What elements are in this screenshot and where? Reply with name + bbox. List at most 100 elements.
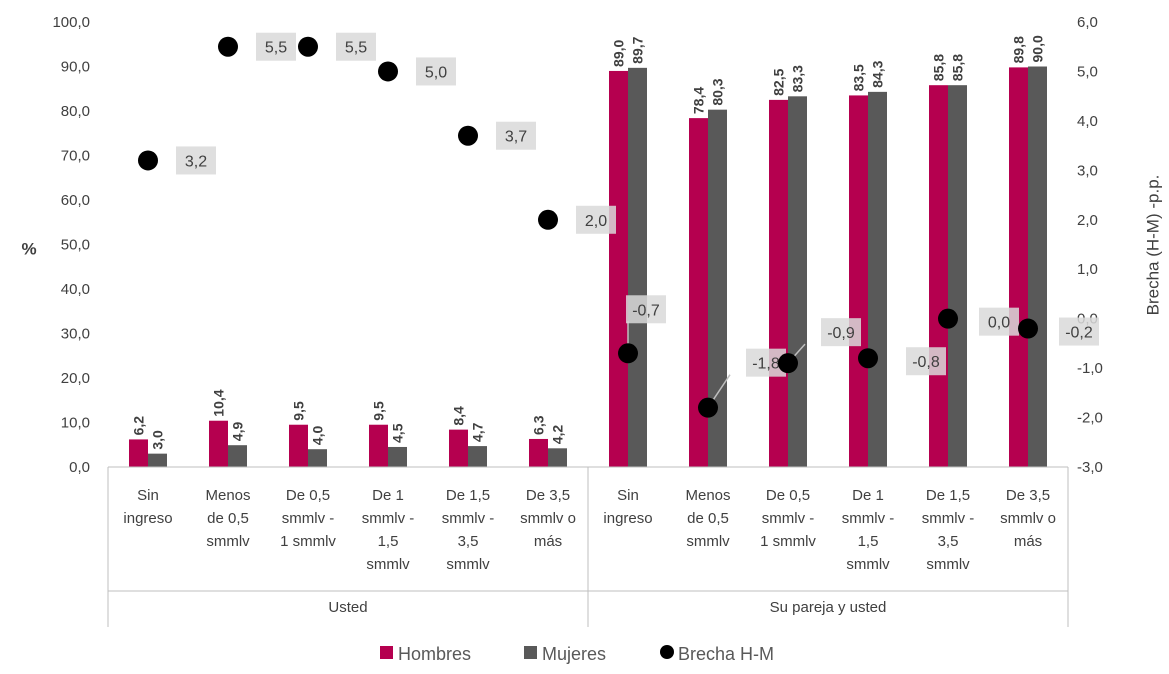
y-tick-left: 30,0 <box>61 326 90 343</box>
gap-point <box>138 150 158 171</box>
gap-label-box <box>496 121 536 150</box>
legend-swatch-brecha <box>660 645 674 659</box>
gap-point <box>938 308 958 329</box>
legend-label: Hombres <box>398 644 471 664</box>
bar-value-label: 84,3 <box>870 60 886 87</box>
y-tick-left: 50,0 <box>61 237 90 254</box>
gap-value-label: -0,2 <box>1065 325 1093 342</box>
category-label: Sin ingreso <box>123 487 172 527</box>
category-label: De 1,5 smmlv -3,5 smmlv <box>922 487 975 573</box>
bar-value-label: 4,7 <box>470 422 486 442</box>
y-tick-right: 5,0 <box>1077 63 1098 80</box>
bar-value-label: 4,2 <box>550 425 566 445</box>
gap-point <box>778 353 798 374</box>
bar-hombres <box>289 424 308 467</box>
gap-point <box>858 348 878 369</box>
gap-value-label: 5,5 <box>265 40 287 57</box>
y-tick-right: -1,0 <box>1077 360 1103 377</box>
bar-value-label: 80,3 <box>710 78 726 105</box>
gap-point <box>218 36 238 57</box>
y-tick-left: 0,0 <box>69 459 90 476</box>
gap-label-box <box>626 295 666 324</box>
bar-hombres <box>449 429 468 467</box>
gap-label-box <box>821 318 861 347</box>
bar-value-label: 10,4 <box>211 389 227 416</box>
bar-value-label: 89,7 <box>630 36 646 63</box>
category-label: Menos de 0,5 smmlv <box>205 487 250 550</box>
bar-value-label: 89,8 <box>1011 36 1027 63</box>
bar-value-label: 83,3 <box>790 65 806 92</box>
gap-label-box <box>336 32 376 61</box>
y-tick-left: 60,0 <box>61 192 90 209</box>
bar-value-label: 78,4 <box>691 87 707 114</box>
bar-value-label: 6,2 <box>131 416 147 436</box>
y-tick-right: 6,0 <box>1077 14 1098 31</box>
bar-value-label: 6,3 <box>531 415 547 435</box>
category-label: De 0,5 smmlv -1 smmlv <box>280 487 336 550</box>
y-tick-left: 40,0 <box>61 281 90 298</box>
y-axis-right-label: Brecha (H-M) -p.p. <box>1143 175 1162 316</box>
bar-hombres <box>209 420 228 467</box>
gap-point <box>618 343 638 364</box>
bar-mujeres <box>468 446 487 467</box>
bar-mujeres <box>548 448 567 467</box>
bar-value-label: 9,5 <box>371 401 387 421</box>
bar-hombres <box>529 438 548 467</box>
group-label: Usted <box>328 599 367 616</box>
y-tick-right: -3,0 <box>1077 459 1103 476</box>
bar-value-label: 8,4 <box>451 406 467 426</box>
category-label: De 1,5 smmlv -3,5 smmlv <box>442 487 495 573</box>
bar-mujeres <box>868 91 887 468</box>
bar-mujeres <box>388 446 407 467</box>
bar-value-label: 90,0 <box>1030 35 1046 62</box>
gap-label-box <box>176 146 216 175</box>
y-tick-right: 3,0 <box>1077 162 1098 179</box>
bar-mujeres <box>628 67 647 468</box>
bar-value-label: 4,0 <box>310 426 326 446</box>
bar-value-label: 4,9 <box>230 422 246 442</box>
bar-hombres <box>849 95 868 468</box>
y-tick-right: -2,0 <box>1077 410 1103 427</box>
y-tick-left: 80,0 <box>61 103 90 120</box>
category-label: De 3,5 smmlv o más <box>520 487 576 550</box>
gap-value-label: -0,7 <box>632 302 660 319</box>
bar-mujeres <box>1028 66 1047 467</box>
y-tick-right: 1,0 <box>1077 261 1098 278</box>
gap-point <box>378 61 398 82</box>
gap-label-box <box>256 32 296 61</box>
gap-value-label: 0,0 <box>988 315 1010 332</box>
category-label: De 1 smmlv -1,5 smmlv <box>362 487 415 573</box>
gap-point <box>298 36 318 57</box>
bar-value-label: 85,8 <box>950 54 966 81</box>
gap-value-label: 3,7 <box>505 129 527 146</box>
y-tick-left: 70,0 <box>61 148 90 165</box>
bar-hombres <box>129 439 148 467</box>
bar-value-label: 82,5 <box>771 68 787 95</box>
gap-label-box <box>1059 317 1099 346</box>
bar-value-label: 9,5 <box>291 401 307 421</box>
bar-mujeres <box>948 85 967 467</box>
gap-point <box>458 125 478 146</box>
legend-label: Mujeres <box>542 644 606 664</box>
bar-hombres <box>929 85 948 467</box>
y-tick-left: 20,0 <box>61 370 90 387</box>
bar-hombres <box>609 70 628 467</box>
gap-label-box <box>416 57 456 86</box>
gap-value-label: 5,5 <box>345 40 367 57</box>
gap-value-label: -1,8 <box>752 356 780 373</box>
legend-swatch-mujeres <box>524 646 537 659</box>
bar-mujeres <box>788 96 807 467</box>
bar-value-label: 4,5 <box>390 423 406 443</box>
gap-value-label: 5,0 <box>425 64 447 81</box>
gap-point <box>698 397 718 418</box>
group-label: Su pareja y usted <box>770 599 887 616</box>
y-tick-left: 10,0 <box>61 415 90 432</box>
y-tick-left: 90,0 <box>61 59 90 76</box>
category-label: De 1 smmlv -1,5 smmlv <box>842 487 895 573</box>
y-tick-right: 4,0 <box>1077 113 1098 130</box>
category-label: Menos de 0,5 smmlv <box>685 487 730 550</box>
category-label: De 3,5 smmlv o más <box>1000 487 1056 550</box>
gap-value-label: -0,8 <box>912 354 940 371</box>
